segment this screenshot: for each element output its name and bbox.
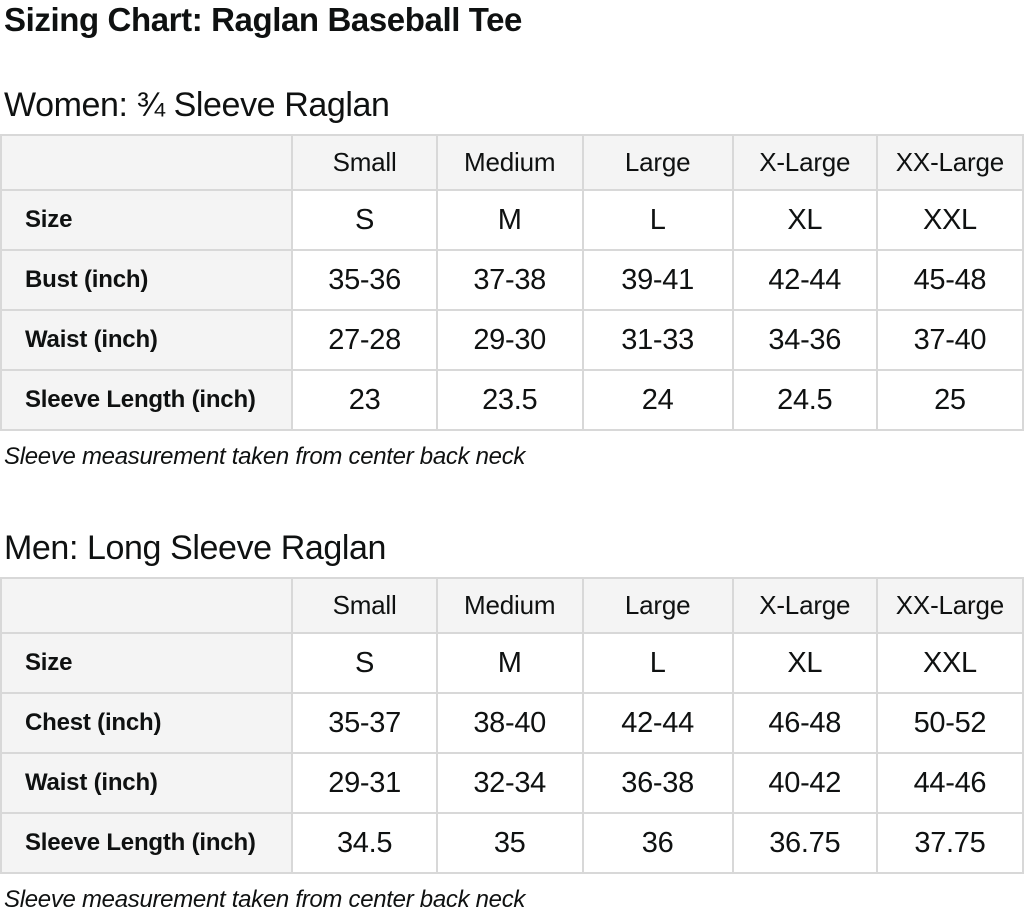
row-label: Sleeve Length (inch) (0, 812, 294, 874)
men-row-chest: Chest (inch) 35-37 38-40 42-44 46-48 50-… (0, 692, 1024, 754)
row-label: Size (0, 189, 294, 251)
page-title: Sizing Chart: Raglan Baseball Tee (4, 1, 522, 38)
cell-value: M (435, 189, 584, 251)
cell-value: 35-37 (291, 692, 438, 754)
women-table-note: Sleeve measurement taken from center bac… (4, 443, 526, 470)
cell-value: 32-34 (435, 752, 584, 814)
cell-value: 24.5 (731, 369, 878, 431)
column-header-xx-large: XX-Large (875, 134, 1024, 191)
cell-value: 42-44 (731, 249, 878, 311)
cell-value: 36.75 (731, 812, 878, 874)
cell-value: 37-40 (875, 309, 1024, 371)
column-header-x-large: X-Large (731, 134, 878, 191)
cell-value: 46-48 (731, 692, 878, 754)
women-row-waist: Waist (inch) 27-28 29-30 31-33 34-36 37-… (0, 309, 1024, 371)
row-label: Waist (inch) (0, 309, 294, 371)
cell-value: 31-33 (581, 309, 734, 371)
cell-value: XXL (875, 189, 1024, 251)
cell-value: 40-42 (731, 752, 878, 814)
column-header-empty (0, 134, 294, 191)
cell-value: 38-40 (435, 692, 584, 754)
men-section: Men: Long Sleeve Raglan Small Medium Lar… (0, 528, 1024, 915)
column-header-x-large: X-Large (731, 577, 878, 634)
cell-value: 35 (435, 812, 584, 874)
cell-value: 37.75 (875, 812, 1024, 874)
men-header-row: Small Medium Large X-Large XX-Large (0, 577, 1024, 634)
column-header-xx-large: XX-Large (875, 577, 1024, 634)
column-header-large: Large (581, 134, 734, 191)
cell-value: 44-46 (875, 752, 1024, 814)
cell-value: 50-52 (875, 692, 1024, 754)
column-header-medium: Medium (435, 577, 584, 634)
cell-value: 29-31 (291, 752, 438, 814)
cell-value: 29-30 (435, 309, 584, 371)
men-table-note: Sleeve measurement taken from center bac… (4, 886, 526, 913)
cell-value: 23 (291, 369, 438, 431)
cell-value: 36-38 (581, 752, 734, 814)
cell-value: L (581, 189, 734, 251)
cell-value: 34-36 (731, 309, 878, 371)
women-header-row: Small Medium Large X-Large XX-Large (0, 134, 1024, 191)
column-header-small: Small (291, 134, 438, 191)
women-row-size: Size S M L XL XXL (0, 189, 1024, 251)
men-row-size: Size S M L XL XXL (0, 632, 1024, 694)
men-size-table: Small Medium Large X-Large XX-Large Size… (0, 577, 1024, 874)
women-size-table: Small Medium Large X-Large XX-Large Size… (0, 134, 1024, 431)
cell-value: 27-28 (291, 309, 438, 371)
men-section-heading: Men: Long Sleeve Raglan (4, 529, 387, 567)
cell-value: 25 (875, 369, 1024, 431)
row-label: Sleeve Length (inch) (0, 369, 294, 431)
cell-value: 45-48 (875, 249, 1024, 311)
cell-value: M (435, 632, 584, 694)
cell-value: 39-41 (581, 249, 734, 311)
women-row-sleeve-length: Sleeve Length (inch) 23 23.5 24 24.5 25 (0, 369, 1024, 431)
row-label: Size (0, 632, 294, 694)
cell-value: XL (731, 632, 878, 694)
row-label: Chest (inch) (0, 692, 294, 754)
women-row-bust: Bust (inch) 35-36 37-38 39-41 42-44 45-4… (0, 249, 1024, 311)
column-header-large: Large (581, 577, 734, 634)
column-header-small: Small (291, 577, 438, 634)
row-label: Waist (inch) (0, 752, 294, 814)
column-header-medium: Medium (435, 134, 584, 191)
cell-value: 34.5 (291, 812, 438, 874)
women-section-heading: Women: ¾ Sleeve Raglan (4, 86, 390, 124)
cell-value: 42-44 (581, 692, 734, 754)
row-label: Bust (inch) (0, 249, 294, 311)
cell-value: 36 (581, 812, 734, 874)
cell-value: 37-38 (435, 249, 584, 311)
cell-value: 24 (581, 369, 734, 431)
cell-value: S (291, 632, 438, 694)
men-row-waist: Waist (inch) 29-31 32-34 36-38 40-42 44-… (0, 752, 1024, 814)
cell-value: 35-36 (291, 249, 438, 311)
cell-value: 23.5 (435, 369, 584, 431)
cell-value: S (291, 189, 438, 251)
women-section: Women: ¾ Sleeve Raglan Small Medium Larg… (0, 85, 1024, 472)
men-row-sleeve-length: Sleeve Length (inch) 34.5 35 36 36.75 37… (0, 812, 1024, 874)
column-header-empty (0, 577, 294, 634)
cell-value: L (581, 632, 734, 694)
cell-value: XXL (875, 632, 1024, 694)
cell-value: XL (731, 189, 878, 251)
